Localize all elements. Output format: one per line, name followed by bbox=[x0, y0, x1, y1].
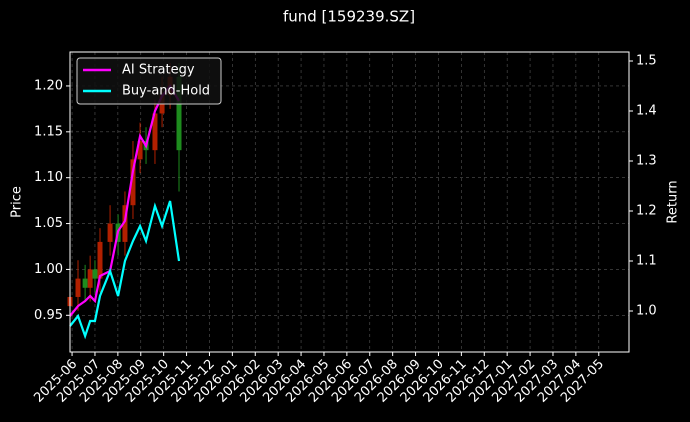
y-tick-label: 0.95 bbox=[34, 308, 63, 323]
y-tick-label: 1.20 bbox=[34, 78, 63, 93]
candle-body bbox=[87, 269, 93, 288]
y-tick-label: 1.05 bbox=[34, 216, 63, 231]
y2-tick-label: 1.5 bbox=[636, 54, 657, 69]
candle-body bbox=[107, 223, 113, 242]
y2-axis-label: Return bbox=[666, 180, 681, 223]
y-tick-label: 1.00 bbox=[34, 262, 63, 277]
chart-title: fund [159239.SZ] bbox=[283, 8, 415, 26]
y-axis-label: Price bbox=[10, 186, 25, 218]
legend-label: Buy-and-Hold bbox=[122, 84, 210, 99]
y-tick-label: 1.15 bbox=[34, 124, 63, 139]
candle-body bbox=[176, 76, 182, 151]
legend-box bbox=[76, 57, 222, 105]
y-tick-label: 1.10 bbox=[34, 170, 63, 185]
candle-body bbox=[122, 205, 128, 242]
y2-tick-label: 1.1 bbox=[636, 254, 657, 269]
candle-body bbox=[130, 159, 136, 206]
plot-frame bbox=[69, 51, 630, 353]
y2-tick-label: 1.3 bbox=[636, 154, 657, 169]
line-series bbox=[69, 200, 181, 340]
y2-tick-label: 1.0 bbox=[636, 304, 657, 319]
candle-body bbox=[92, 269, 98, 279]
candle-body bbox=[82, 278, 88, 288]
candle-body bbox=[75, 278, 81, 297]
y2-tick-label: 1.2 bbox=[636, 204, 657, 219]
candle-body bbox=[152, 113, 158, 151]
y2-tick-label: 1.4 bbox=[636, 104, 657, 119]
legend-label: AI Strategy bbox=[122, 63, 195, 78]
legend: AI Strategy Buy-and-Hold bbox=[76, 57, 222, 105]
candle-body bbox=[137, 140, 143, 160]
candle-body bbox=[97, 241, 103, 279]
